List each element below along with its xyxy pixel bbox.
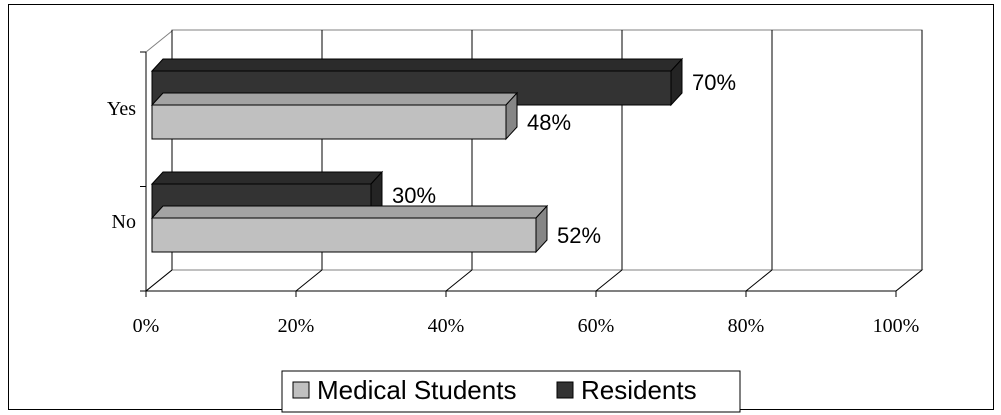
data-labels: 70% 48% 30% 52% — [392, 70, 736, 248]
bar-medical-students-yes — [150, 91, 519, 141]
legend-label: Medical Students — [317, 375, 516, 405]
x-tick-label: 0% — [133, 315, 160, 337]
gridline-floor — [145, 269, 173, 292]
bar-medical-students-no — [150, 204, 549, 254]
bar-top-face — [150, 205, 549, 219]
axes — [140, 51, 897, 297]
bar-side-face — [505, 91, 518, 141]
gridline-floor — [445, 269, 473, 292]
x-tick-label: 100% — [873, 315, 920, 337]
x-tick-label: 20% — [278, 315, 315, 337]
data-label: 52% — [557, 223, 601, 248]
bars — [150, 57, 684, 254]
x-tick-label: 40% — [428, 315, 465, 337]
data-label: 70% — [692, 70, 736, 95]
gridline-floor — [295, 269, 323, 292]
legend-swatch — [556, 381, 574, 399]
gridline-floor — [745, 269, 773, 292]
x-tick-label: 80% — [728, 315, 765, 337]
bar-top-face — [150, 171, 384, 185]
legend: Medical Students Residents — [281, 370, 741, 413]
category-label: Yes — [107, 98, 136, 120]
gridline-floor — [595, 269, 623, 292]
data-label: 48% — [527, 110, 571, 135]
legend-box — [281, 370, 741, 413]
x-tick-label: 60% — [578, 315, 615, 337]
gridline-floor — [895, 269, 923, 292]
category-label: No — [112, 211, 136, 233]
floor — [144, 269, 924, 292]
bar-front-face — [151, 104, 507, 140]
bar-top-face — [150, 92, 519, 106]
bar-front-face — [151, 217, 537, 253]
data-label: 30% — [392, 183, 436, 208]
legend-swatch — [292, 381, 310, 399]
bar-top-face — [150, 58, 684, 72]
x-tick-labels: 0% 20% 40% 60% 80% 100% — [133, 315, 920, 337]
category-labels: Yes No — [107, 98, 136, 233]
legend-label: Residents — [581, 375, 697, 405]
bar-side-face — [535, 204, 548, 254]
bar-side-face — [670, 57, 683, 107]
